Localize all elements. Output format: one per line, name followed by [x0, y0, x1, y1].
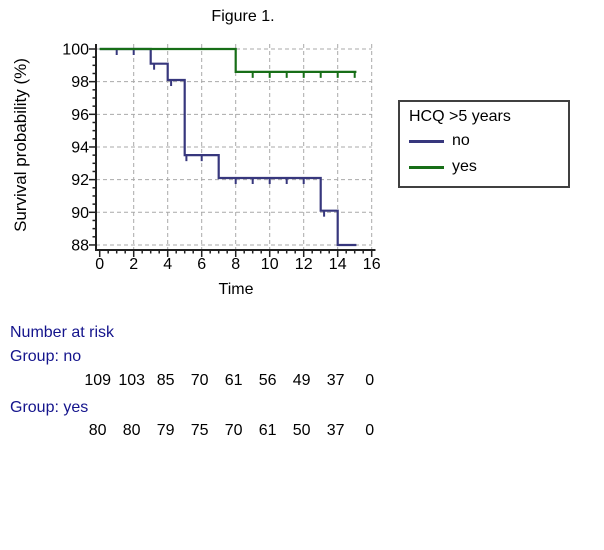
risk-count: 70: [224, 422, 243, 439]
x-tick-label: 12: [295, 256, 313, 273]
legend-line-swatch-yes: [409, 165, 444, 169]
x-tick-label: 14: [329, 256, 347, 273]
figure-title: Figure 1.: [211, 8, 275, 25]
x-tick-label: 4: [163, 256, 172, 273]
risk-count: 0: [365, 422, 375, 439]
legend-label-yes: yes: [452, 158, 477, 175]
y-tick-label: 94: [71, 139, 89, 156]
y-tick-label: 88: [71, 237, 89, 254]
risk-count: 37: [326, 372, 345, 389]
y-tick-label: 96: [71, 107, 89, 124]
y-tick-label: 100: [62, 42, 89, 59]
legend-title: HCQ >5 years: [409, 108, 511, 125]
x-tick-label: 16: [363, 256, 381, 273]
legend-line-swatch-no: [409, 139, 444, 143]
risk-count: 103: [118, 372, 146, 389]
legend-item-yes: yes: [409, 156, 568, 178]
y-tick-label: 90: [71, 205, 89, 222]
x-tick-label: 2: [129, 256, 138, 273]
y-tick-label: 98: [71, 74, 89, 91]
x-tick-label: 0: [95, 256, 104, 273]
risk-count: 0: [365, 372, 375, 389]
risk-count: 56: [258, 372, 277, 389]
legend-label-no: no: [452, 132, 470, 149]
x-tick-label: 10: [261, 256, 279, 273]
risk-group-label-yes: Group: yes: [10, 399, 89, 416]
legend-box: HCQ >5 years no yes: [398, 100, 570, 188]
x-tick-label: 8: [231, 256, 240, 273]
risk-count: 80: [88, 422, 107, 439]
risk-row-yes: 80 80 79 75 70 61 50 37 0: [0, 422, 604, 440]
risk-count: 50: [292, 422, 311, 439]
risk-count: 109: [84, 372, 112, 389]
risk-count: 80: [122, 422, 141, 439]
risk-count: 70: [190, 372, 209, 389]
survival-curve-yes: [99, 47, 357, 74]
risk-count: 85: [156, 372, 175, 389]
risk-count: 61: [258, 422, 277, 439]
x-tick-label: 6: [197, 256, 206, 273]
risk-count: 49: [292, 372, 311, 389]
y-tick-label: 92: [71, 172, 89, 189]
y-axis-label: Survival probability (%): [11, 58, 30, 232]
risk-table-heading: Number at risk: [10, 324, 115, 341]
km-survival-chart: 0 2 4 6 8 10 12 14 16 88 90 92 94 96 98 100: [62, 42, 381, 274]
risk-group-label-no: Group: no: [10, 348, 82, 365]
risk-count: 61: [224, 372, 243, 389]
risk-count: 79: [156, 422, 175, 439]
risk-count: 37: [326, 422, 345, 439]
legend-item-no: no: [409, 130, 568, 152]
risk-count: 75: [190, 422, 209, 439]
risk-row-no: 109 103 85 70 61 56 49 37 0: [0, 372, 604, 390]
x-axis-label: Time: [218, 281, 254, 298]
